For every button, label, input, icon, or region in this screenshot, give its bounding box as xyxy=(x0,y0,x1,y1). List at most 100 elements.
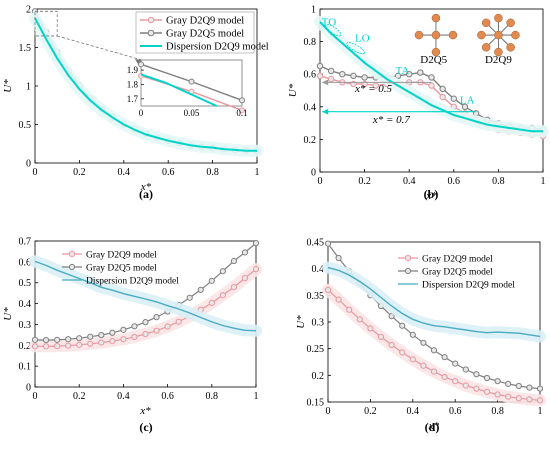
panel-d-xlabel: x* xyxy=(428,420,440,432)
panel-b-annotation-7: x* = 0.7 xyxy=(372,114,411,126)
panel-d-series-0-point-12 xyxy=(452,378,459,385)
panel-b-series-1-point-3 xyxy=(350,72,357,80)
panel-a-ytick-label-0: 0 xyxy=(26,159,31,170)
panel-c-caption: (c) xyxy=(139,420,152,434)
panel-c-series-0-point-7 xyxy=(109,338,116,345)
panel-a-series-2-line xyxy=(34,17,257,152)
panel-c-ytick-label-5: 0.5 xyxy=(19,278,32,289)
panel-b-series-1-point-7 xyxy=(394,72,402,80)
panel-b-annotation-3: LA xyxy=(460,95,475,107)
panel-b-lattice-d2q5-icon xyxy=(414,13,458,57)
panel-b: 0 0.2 0.4 0.6 0.8 1 0 0.2 0.4 0.6 0.8 1 x* U* (b) TO LO T… xyxy=(287,5,549,202)
panel-d-series-0-point-19 xyxy=(526,396,533,403)
panel-d-series-0-point-18 xyxy=(515,395,522,402)
panel-b-xtick-label-3: 0.6 xyxy=(448,176,461,187)
panel-c-series-2-line xyxy=(34,260,257,332)
panel-b-arrowhead-x07 xyxy=(322,108,329,115)
panel-d-ytick-label-4: 0.35 xyxy=(307,291,325,302)
panel-b-xtick-label-5: 1 xyxy=(541,176,546,187)
panel-d-series-1-point-7 xyxy=(399,322,406,329)
panel-a-xtick-label-5: 1 xyxy=(255,167,260,178)
panel-a-legend-label-1: Gray D2Q5 model xyxy=(166,29,244,40)
panel-d-series-0-point-17 xyxy=(505,393,512,400)
panel-d-series-0-point-16 xyxy=(494,391,501,398)
panel-b-xtick-label-2: 0.4 xyxy=(403,176,416,187)
panel-a-ylabel: U* xyxy=(2,79,14,93)
panel-b-annotation-0: TO xyxy=(322,16,337,28)
panel-a-ytick-label-4: 2 xyxy=(26,5,31,16)
panel-a-inset-series-2-line xyxy=(140,73,218,107)
panel-c-series-0-point-1 xyxy=(42,343,50,350)
panel-c-xtick-label-3: 0.6 xyxy=(161,391,174,402)
panel-c-series-1-point-11 xyxy=(153,314,160,321)
panel-c-series-0-point-12 xyxy=(164,323,171,330)
panel-a-ytick-label-1: 0.5 xyxy=(19,120,32,131)
panel-c-xtick-label-4: 0.8 xyxy=(206,391,219,402)
panel-d-series-0-point-1 xyxy=(335,296,342,303)
lattice-d2q9-node-1 xyxy=(494,47,503,57)
panel-d-series-1-point-13 xyxy=(462,366,469,373)
panel-b-series-1-point-0 xyxy=(316,62,324,70)
panel-c-frame xyxy=(34,240,257,388)
panel-c-legend-label-1: Gray D2Q5 model xyxy=(86,264,157,274)
panel-a-zoom-region xyxy=(34,10,58,37)
panel-c-series-1-point-2 xyxy=(54,336,61,343)
panel-c: 0 0.2 0.4 0.6 0.8 1 0 0.1 0.2 0.3 0.4 0.5 0.6 0.7 x* U*… xyxy=(2,237,262,434)
panel-c-legend-marker-0 xyxy=(68,250,76,258)
panel-c-series-1-point-7 xyxy=(109,329,116,336)
panel-c-series-1-point-19 xyxy=(241,249,249,256)
panel-a-caption: (a) xyxy=(139,187,153,201)
panel-d-xtick-label-0: 0 xyxy=(326,406,331,417)
panel-c-xtick-label-0: 0 xyxy=(33,391,38,402)
panel-b-series-1-point-4 xyxy=(361,74,368,81)
lattice-d2q5-node-2 xyxy=(414,30,424,40)
lattice-d2q5-center-node xyxy=(431,30,441,40)
panel-d-ylabel: U* xyxy=(295,315,307,329)
lattice-d2q9-node-6 xyxy=(506,18,515,28)
panel-c-series-1-point-4 xyxy=(76,335,83,342)
panel-b-ytick-label-3: 0.6 xyxy=(304,70,317,81)
lattice-d2q9-node-3 xyxy=(494,13,503,23)
panel-d-ytick-label-6: 0.45 xyxy=(307,238,325,249)
panel-a-inset-ytick-0: 1.7 xyxy=(127,94,139,104)
panel-c-ytick-label-3: 0.3 xyxy=(19,320,32,331)
panel-c-series-0-point-4 xyxy=(76,341,83,348)
panel-b-series-1-point-13 xyxy=(461,103,469,111)
panel-c-series-1-point-15 xyxy=(197,286,204,293)
panel-c-series-0-point-10 xyxy=(142,330,149,338)
panel-a-inset: 0 0.05 0.1 1.7 1.8 1.9 xyxy=(127,59,248,118)
lattice-d2q5-node-1 xyxy=(431,47,441,57)
panel-c-series-1-point-5 xyxy=(87,333,94,340)
panel-d-series-0-point-10 xyxy=(430,368,438,375)
panel-a-ytick-label-2: 1 xyxy=(26,82,31,93)
panel-c-series-0-point-0 xyxy=(31,343,39,350)
panel-a-inset-series-1-point-1 xyxy=(188,78,195,85)
panel-c-ytick-label-6: 0.6 xyxy=(19,257,32,268)
panel-a-inset-series-0-point-2 xyxy=(239,107,245,114)
panel-b-annotation-4: D2Q5 xyxy=(420,54,447,66)
panel-b-series-1-point-12 xyxy=(450,95,457,102)
panel-c-series-0-point-9 xyxy=(131,333,138,341)
panel-d-ytick-label-0: 0.15 xyxy=(307,398,325,409)
panel-c-series-1-point-1 xyxy=(42,336,50,344)
lattice-d2q9-node-5 xyxy=(481,43,491,52)
panel-c-series-1-point-9 xyxy=(131,323,138,330)
lattice-d2q5-node-0 xyxy=(448,30,458,40)
panel-c-series-1-point-17 xyxy=(219,268,226,275)
panel-c-series-0-point-5 xyxy=(87,340,94,347)
panel-c-series-1-point-10 xyxy=(142,319,149,326)
panel-c-series-0-point-19 xyxy=(241,275,249,282)
panel-c-series-0-point-16 xyxy=(208,299,215,307)
panel-a-inset-xtick-1: 0.05 xyxy=(184,108,200,118)
lattice-d2q9-node-2 xyxy=(477,30,486,40)
panel-a-inset-xtick-0: 0 xyxy=(139,108,144,118)
panel-b-series-1-point-1 xyxy=(327,67,335,75)
panel-b-ytick-label-4: 0.8 xyxy=(304,37,317,48)
panel-a-xtick-label-1: 0.2 xyxy=(73,167,86,178)
lattice-d2q5-node-3 xyxy=(431,13,441,23)
panel-d-series-1-point-16 xyxy=(494,378,501,385)
panel-c-series-0-point-3 xyxy=(65,342,72,349)
panel-d-series-0-point-13 xyxy=(462,382,469,389)
panel-b-series-2-line xyxy=(319,21,543,133)
panel-b-ytick-label-2: 0.4 xyxy=(304,102,317,113)
